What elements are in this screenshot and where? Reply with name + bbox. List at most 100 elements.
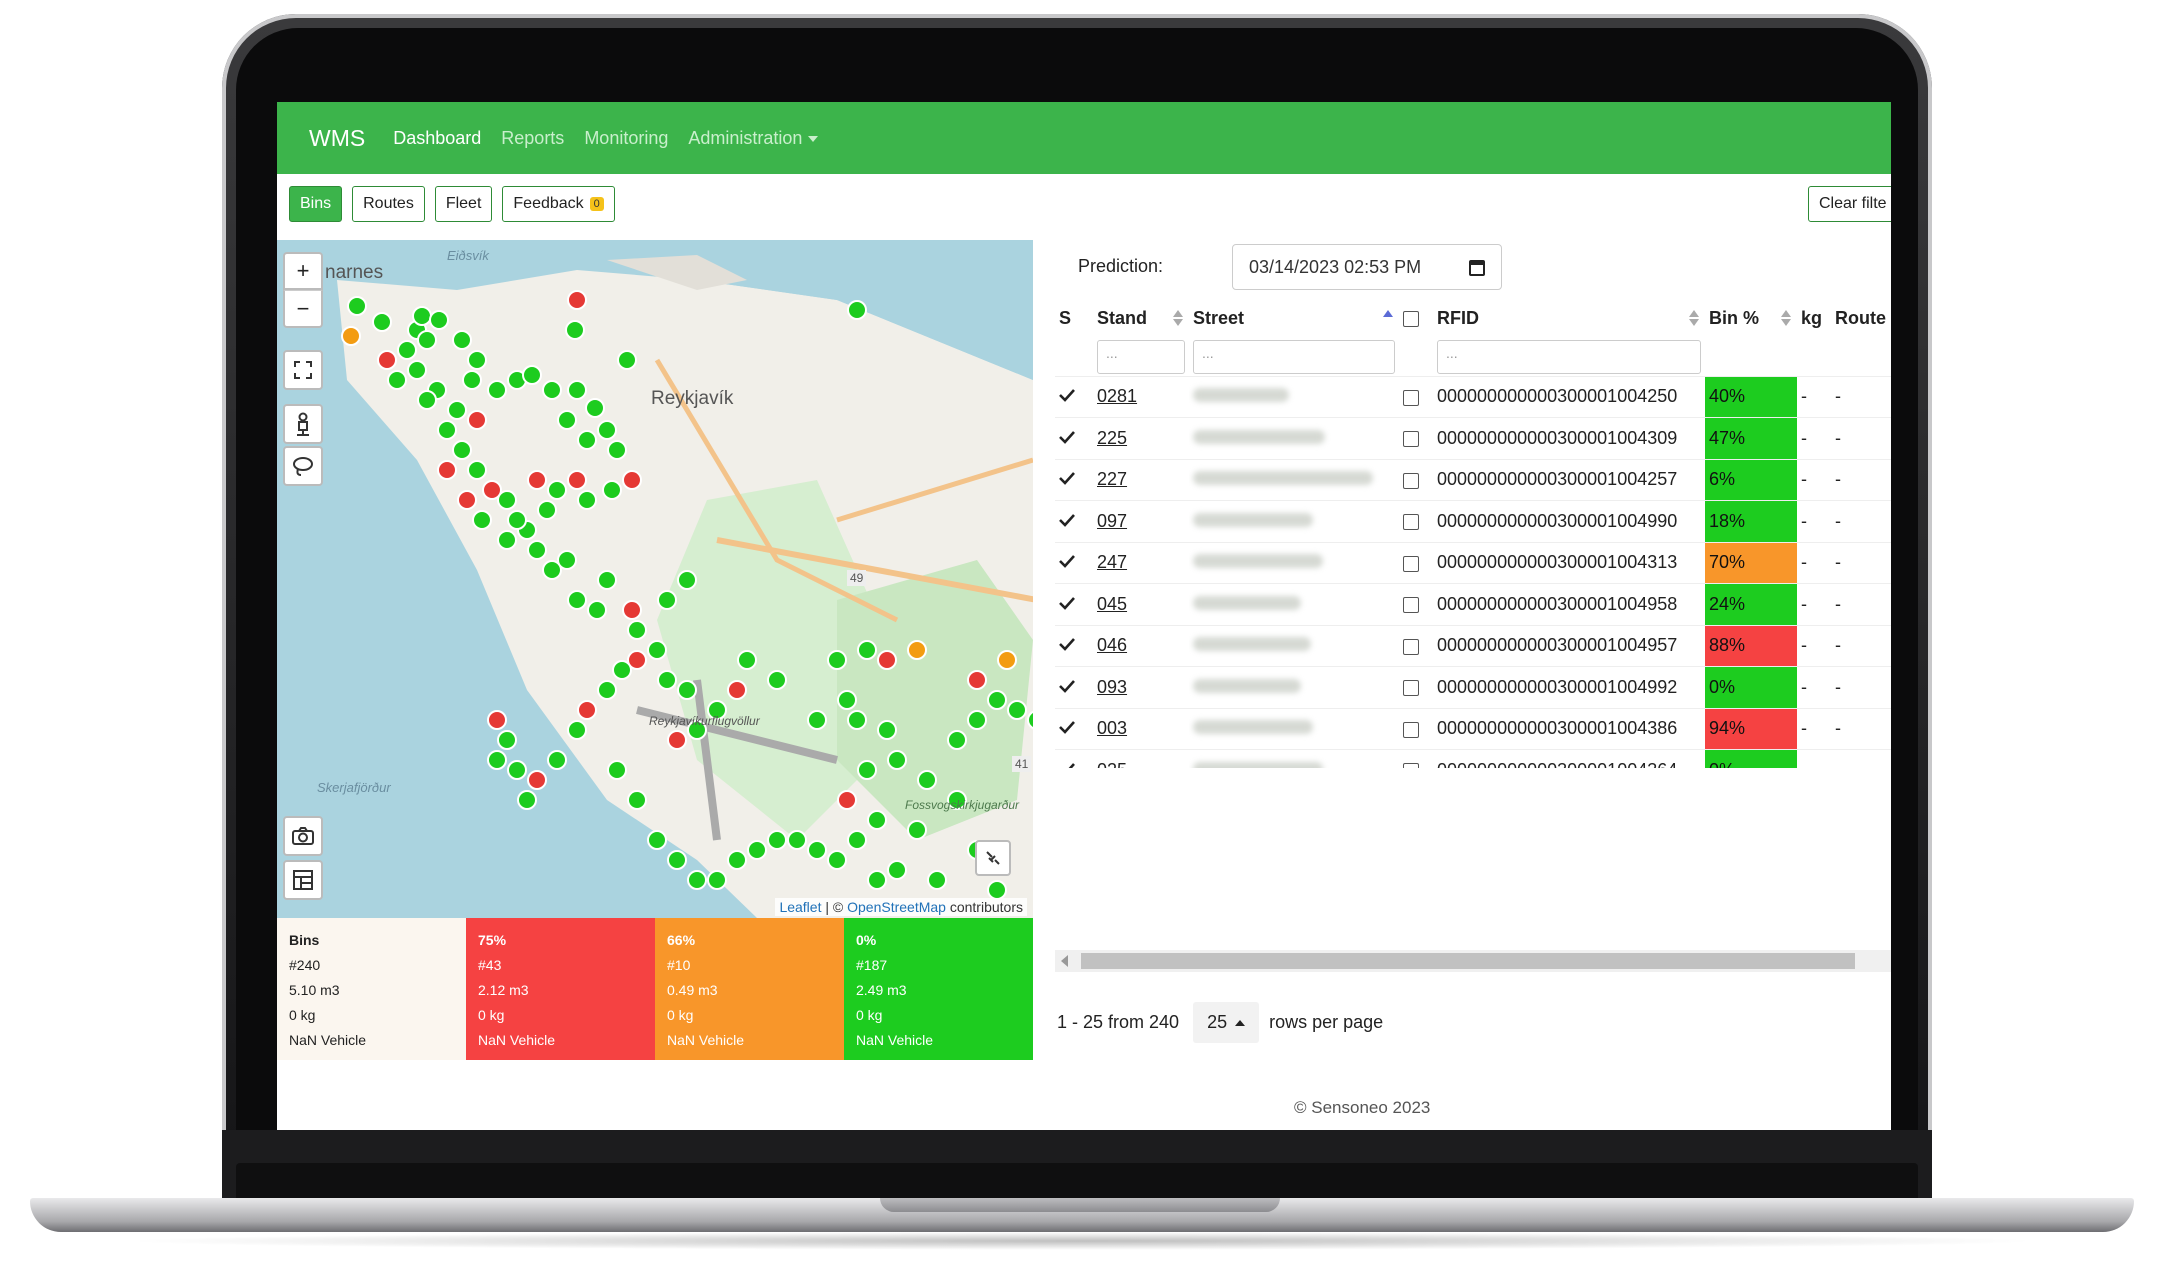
row-checkbox[interactable] <box>1403 680 1419 696</box>
bin-marker[interactable] <box>907 640 927 660</box>
bin-marker[interactable] <box>687 870 707 890</box>
stand-link[interactable]: 003 <box>1097 718 1128 739</box>
brand[interactable]: WMS <box>309 124 366 151</box>
routes-button[interactable]: Routes <box>352 186 425 222</box>
bin-marker[interactable] <box>887 750 907 770</box>
stand-link[interactable]: 227 <box>1097 469 1128 490</box>
bin-marker[interactable] <box>577 430 597 450</box>
map[interactable]: narnes Eiðsvík Reykjavík Skerjafjörður F… <box>277 240 1033 918</box>
bin-marker[interactable] <box>457 490 477 510</box>
satellite-toggle-button[interactable] <box>975 840 1011 876</box>
table-row[interactable]: 0281 000000000000300001004250 40% - - <box>1055 375 1891 418</box>
bin-marker[interactable] <box>417 330 437 350</box>
bin-marker[interactable] <box>527 470 547 490</box>
bin-marker[interactable] <box>867 810 887 830</box>
layout-button[interactable] <box>283 860 323 900</box>
bin-marker[interactable] <box>577 700 597 720</box>
bin-marker[interactable] <box>497 490 517 510</box>
bin-marker[interactable] <box>987 690 1007 710</box>
col-kg[interactable]: kg <box>1801 307 1823 328</box>
osm-link[interactable]: OpenStreetMap <box>847 899 946 915</box>
bin-marker[interactable] <box>542 560 562 580</box>
bin-marker[interactable] <box>947 730 967 750</box>
bin-marker[interactable] <box>857 760 877 780</box>
row-checkbox[interactable] <box>1403 763 1419 768</box>
select-all-checkbox[interactable] <box>1403 310 1419 327</box>
bin-marker[interactable] <box>397 340 417 360</box>
bin-marker[interactable] <box>547 480 567 500</box>
zoom-in-button[interactable]: + <box>283 252 323 290</box>
bin-marker[interactable] <box>387 370 407 390</box>
bin-marker[interactable] <box>557 410 577 430</box>
bin-marker[interactable] <box>567 380 587 400</box>
row-checkbox[interactable] <box>1403 389 1419 406</box>
nav-dashboard[interactable]: Dashboard <box>393 127 482 148</box>
col-rfid[interactable]: RFID <box>1433 298 1705 338</box>
bin-marker[interactable] <box>707 700 727 720</box>
fleet-button[interactable]: Fleet <box>434 186 493 222</box>
bins-button[interactable]: Bins <box>289 186 343 222</box>
bin-marker[interactable] <box>597 420 617 440</box>
bin-marker[interactable] <box>967 670 987 690</box>
bin-marker[interactable] <box>467 410 487 430</box>
bin-marker[interactable] <box>507 510 527 530</box>
row-checkbox[interactable] <box>1403 721 1419 738</box>
leaflet-link[interactable]: Leaflet <box>779 899 822 915</box>
feedback-button[interactable]: Feedback 0 <box>502 186 615 222</box>
bin-marker[interactable] <box>437 420 457 440</box>
bin-marker[interactable] <box>867 870 887 890</box>
bin-marker[interactable] <box>1027 710 1033 730</box>
bin-marker[interactable] <box>622 470 642 490</box>
bin-marker[interactable] <box>527 540 547 560</box>
bin-marker[interactable] <box>727 850 747 870</box>
row-checkbox[interactable] <box>1403 597 1419 613</box>
row-checkbox[interactable] <box>1403 472 1419 489</box>
bin-marker[interactable] <box>567 290 587 310</box>
scroll-thumb[interactable] <box>1081 953 1855 969</box>
bin-marker[interactable] <box>407 360 427 380</box>
bin-marker[interactable] <box>622 600 642 620</box>
col-route[interactable]: Route <box>1835 307 1886 328</box>
bin-marker[interactable] <box>372 312 392 332</box>
bin-marker[interactable] <box>907 820 927 840</box>
bin-marker[interactable] <box>412 306 432 326</box>
bin-marker[interactable] <box>487 710 507 730</box>
bin-marker[interactable] <box>482 480 502 500</box>
table-row[interactable]: 046 000000000000300001004957 88% - - <box>1055 624 1891 667</box>
bin-marker[interactable] <box>827 650 847 670</box>
bin-marker[interactable] <box>567 590 587 610</box>
bin-marker[interactable] <box>727 680 747 700</box>
stand-link[interactable]: 046 <box>1097 635 1128 656</box>
bin-marker[interactable] <box>857 640 877 660</box>
col-status[interactable]: S <box>1059 307 1072 328</box>
bin-marker[interactable] <box>567 470 587 490</box>
bin-marker[interactable] <box>667 850 687 870</box>
bin-marker[interactable] <box>657 590 677 610</box>
bin-marker[interactable] <box>587 600 607 620</box>
bin-marker[interactable] <box>522 365 542 385</box>
table-row[interactable]: 0250000000000003000010043640%-- <box>1055 749 1891 768</box>
bin-marker[interactable] <box>617 350 637 370</box>
bin-marker[interactable] <box>585 398 605 418</box>
row-checkbox[interactable] <box>1403 638 1419 655</box>
horizontal-scrollbar[interactable] <box>1055 950 1891 972</box>
fullscreen-button[interactable] <box>283 350 323 390</box>
bin-marker[interactable] <box>452 440 472 460</box>
bin-marker[interactable] <box>627 650 647 670</box>
bin-marker[interactable] <box>837 790 857 810</box>
screenshot-button[interactable] <box>283 816 323 856</box>
stand-filter-input[interactable]: ... <box>1097 339 1185 374</box>
col-bin[interactable]: Bin % <box>1705 298 1797 338</box>
bin-marker[interactable] <box>487 750 507 770</box>
bin-marker[interactable] <box>487 380 507 400</box>
bin-marker[interactable] <box>807 840 827 860</box>
stand-link[interactable]: 097 <box>1097 510 1128 531</box>
row-checkbox[interactable] <box>1403 431 1419 447</box>
bin-marker[interactable] <box>997 650 1017 670</box>
bin-marker[interactable] <box>947 790 967 810</box>
bin-marker[interactable] <box>707 870 727 890</box>
bin-marker[interactable] <box>452 330 472 350</box>
bin-marker[interactable] <box>377 350 397 370</box>
bin-marker[interactable] <box>887 860 907 880</box>
bin-marker[interactable] <box>597 680 617 700</box>
